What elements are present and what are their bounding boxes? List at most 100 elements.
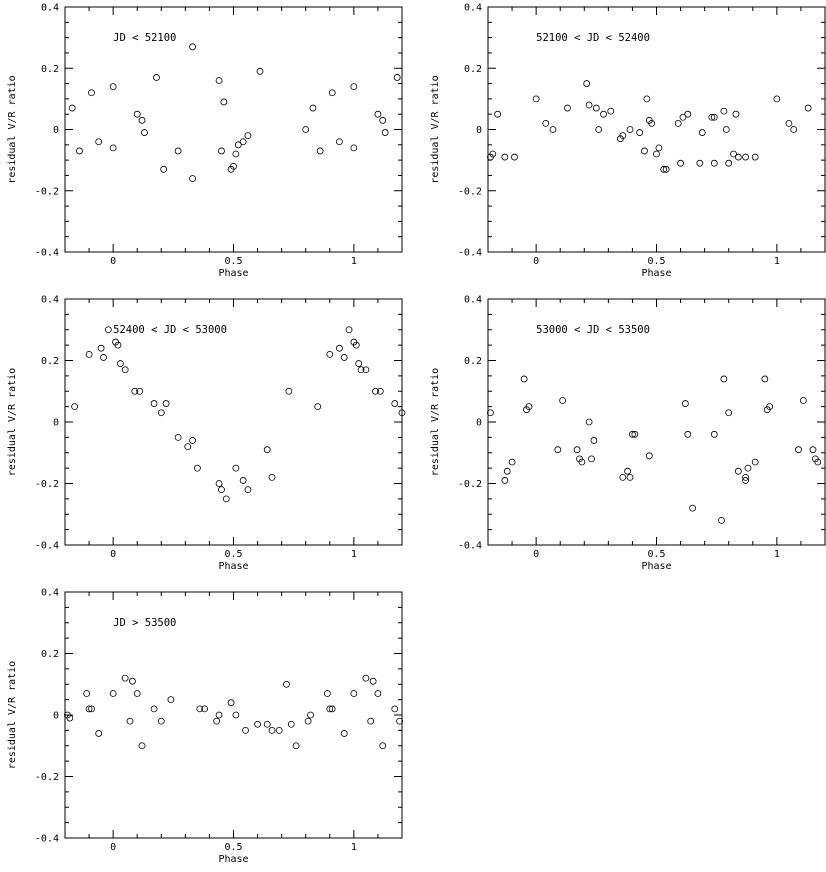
panel-5-data-point [374, 690, 382, 697]
panel-5-data-point [213, 717, 221, 725]
panel-2-data-point [626, 126, 634, 133]
panel-4-y-axis-label: residual V/R ratio [430, 368, 441, 476]
panel-2-data-point [653, 150, 660, 158]
panel-5-data-point [350, 690, 358, 697]
panel-5-data-point [287, 720, 295, 728]
panel-1-data-point [109, 83, 117, 91]
panel-2-range-label: 52100 < JD < 52400 [536, 32, 650, 44]
panel-5-y-tick-label: -0.4 [35, 834, 59, 845]
panel-3-data-point [239, 477, 247, 484]
panel-4-x-tick-label: 1 [774, 549, 780, 560]
panel-1-y-tick-label: 0.4 [41, 3, 59, 14]
panel-1-data-point [350, 144, 358, 152]
panel-2-data-point [730, 150, 737, 158]
panel-3-data-point [193, 464, 201, 472]
panel-4-data-point [626, 473, 634, 481]
panel-4-data-point [554, 446, 562, 454]
panel-2-data-point [742, 153, 749, 161]
panel-5-data-point [109, 690, 117, 697]
panel-1-data-point [215, 77, 223, 84]
panel-2-data-point [542, 119, 550, 127]
panel-5-data-point [150, 705, 158, 713]
panel-3-data-point [391, 400, 399, 407]
panel-1-data-point [230, 162, 237, 170]
panel-2-data-point [677, 159, 684, 167]
panel-3-data-point [100, 354, 107, 361]
panel-1-y-tick-label: -0.2 [35, 186, 59, 197]
panel-1-data-point [95, 138, 103, 146]
panel-3-x-axis-label: Phase [218, 561, 248, 572]
panel-2-data-point [773, 95, 781, 103]
panel-2-data-point [720, 107, 728, 115]
panel-4-data-point [624, 467, 632, 475]
panel-1-y-axis-label: residual V/R ratio [7, 75, 18, 183]
panel-4-range-label: 53000 < JD < 53500 [536, 324, 650, 336]
panel-5-data-point [85, 705, 93, 713]
panel-4-data-point [744, 464, 752, 472]
panel-3-data-point [372, 387, 379, 395]
panel-1-data-point [220, 98, 228, 106]
panel-3-data-point [232, 464, 240, 472]
panel-2-data-point [710, 113, 718, 121]
panel-3-y-tick-label: -0.4 [35, 541, 59, 552]
panel-3-data-point [314, 403, 322, 411]
panel-3-data-point [244, 486, 252, 494]
panel-5-data-point [326, 705, 334, 713]
panel-2-data-point [708, 113, 716, 121]
panel-2-data-point [583, 80, 591, 87]
panel-5-x-tick-label: 1 [351, 842, 357, 853]
panel-3-data-point [263, 446, 271, 454]
panel-3-data-point [189, 437, 196, 444]
panel-5-data-point [268, 726, 276, 734]
panel-1-data-point [256, 67, 264, 75]
panel-2-data-point [585, 101, 593, 109]
panel-3-data-point [174, 433, 182, 441]
panel-2-data-point [600, 110, 607, 118]
panel-4-y-tick-label: 0 [476, 418, 482, 429]
panel-3-data-point [157, 409, 165, 417]
panel-jd-gt-53500: -0.4 -0.2 0 0.2 0.4 0 0.5 1 Phase residual V/R ra… [7, 588, 403, 865]
panel-2-data-point [549, 126, 557, 133]
panel-3-data-point [398, 409, 406, 417]
panel-5-data-point [138, 742, 146, 750]
panel-2-y-tick-label: 0.4 [464, 3, 482, 14]
panel-4-data-point [761, 375, 769, 383]
panel-4-data-point [559, 397, 567, 404]
panel-4-data-point [588, 455, 595, 463]
panel-jd-53000-53500: -0.4 -0.2 0 0.2 0.4 0 0.5 1 Phase residual V/R ra… [430, 295, 826, 572]
panel-3-data-point [285, 387, 293, 395]
panel-2-data-point [532, 95, 540, 103]
panel-5-y-axis-label: residual V/R ratio [7, 661, 18, 769]
panel-3-range-label: 52400 < JD < 53000 [113, 324, 227, 336]
panel-1-data-point [381, 129, 389, 136]
panel-3-data-point [340, 354, 348, 361]
panel-4-data-point [766, 403, 774, 411]
panel-3-data-point [114, 341, 122, 349]
panel-3-data-point [355, 360, 363, 367]
panel-4-data-point [681, 400, 689, 407]
panel-4-data-point [795, 446, 802, 454]
panel-3-y-tick-label: 0.2 [41, 356, 59, 367]
panel-2-data-point [674, 119, 682, 127]
panel-4-data-point [619, 473, 627, 481]
panel-4-data-point [578, 458, 586, 466]
panel-1-y-tick-label: 0 [53, 125, 59, 136]
panel-5-data-point [263, 720, 271, 728]
panel-3-data-point [162, 400, 170, 407]
panel-1-data-point [328, 89, 336, 97]
panel-1-data-point [234, 141, 242, 149]
panel-5-data-point [242, 726, 249, 734]
panel-4-data-point [809, 446, 817, 454]
panel-5-x-tick-label: 0 [110, 842, 116, 853]
panel-1-data-point [109, 144, 117, 152]
panel-5-data-point [275, 726, 283, 734]
panel-4-x-tick-label: 0 [533, 549, 539, 560]
panel-5-data-point [196, 705, 204, 713]
panel-3-x-tick-label: 1 [351, 549, 357, 560]
panel-1-range-label: JD < 52100 [113, 32, 176, 44]
panel-4-data-point [718, 517, 725, 524]
panel-3-data-point [150, 400, 158, 407]
panel-2-data-point [595, 126, 603, 133]
panel-5-data-point [133, 690, 141, 697]
